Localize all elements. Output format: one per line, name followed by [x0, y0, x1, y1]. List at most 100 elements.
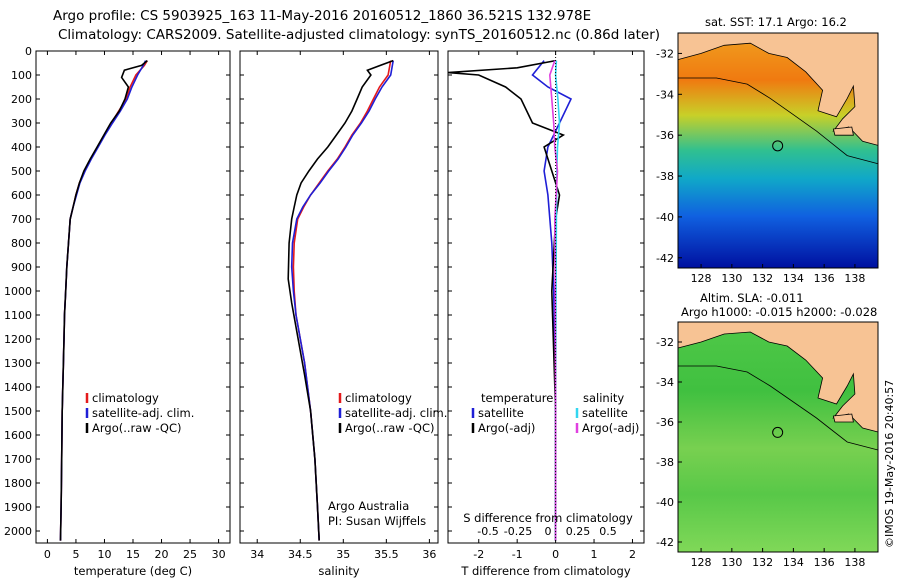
- map-y-tick-label: -38: [656, 170, 674, 183]
- legend-entry: climatology: [345, 391, 412, 405]
- map-x-tick-label: 136: [814, 272, 835, 285]
- s-diff-axis-label: S difference from climatology: [463, 511, 633, 525]
- map-y-tick-label: -42: [656, 536, 674, 549]
- map-y-tick-label: -40: [656, 496, 674, 509]
- land-mass: [677, 32, 879, 146]
- legend-header-salinity: salinity: [583, 391, 624, 405]
- x-tick-label: 35.5: [374, 548, 399, 561]
- legend-header-temperature: temperature: [481, 391, 553, 405]
- y-tick-label: 600: [11, 189, 32, 202]
- y-tick-label: 700: [11, 213, 32, 226]
- series-line-argo-raw-qc-: [59, 59, 148, 541]
- y-tick-label: 1200: [4, 333, 32, 346]
- y-tick-label: 0: [25, 45, 32, 58]
- s-diff-tick-label: 0.25: [566, 525, 591, 538]
- series-line-argo-raw-qc-: [287, 59, 394, 541]
- land-mass: [677, 321, 879, 433]
- sst-map-chart: 128 130 132 134 136 138 -32 -34 -36 -38 -40 -42: [656, 32, 879, 285]
- x-tick-label: -1: [512, 548, 523, 561]
- x-axis-label: salinity: [318, 564, 359, 578]
- difference-chart: -2 -1 0 1 2 T difference from climatology -0.5…: [447, 50, 644, 578]
- argo-position-marker: [772, 140, 784, 152]
- map-y-tick-label: -32: [656, 336, 674, 349]
- x-tick-label: 1: [591, 548, 598, 561]
- x-tick-label: 5: [72, 548, 79, 561]
- y-tick-label: 1600: [4, 429, 32, 442]
- y-tick-label: 100: [11, 69, 32, 82]
- x-tick-label: 34: [250, 548, 264, 561]
- x-tick-label: 30: [212, 548, 226, 561]
- x-tick-label: 34.5: [288, 548, 313, 561]
- map-frame: [677, 321, 879, 553]
- y-tick-label: 1300: [4, 357, 32, 370]
- map-x-tick-label: 138: [844, 272, 865, 285]
- y-tick-label: 1400: [4, 381, 32, 394]
- series-line-satellite-adj-clim-: [59, 60, 147, 541]
- y-tick-label: 1000: [4, 285, 32, 298]
- map-y-tick-label: -40: [656, 211, 674, 224]
- salinity-panel-frame: [239, 50, 439, 544]
- map-x-tick-label: 138: [844, 556, 865, 569]
- map-x-tick-label: 132: [752, 556, 773, 569]
- y-tick-label: 1800: [4, 477, 32, 490]
- map-x-tick-label: 136: [814, 556, 835, 569]
- map-x-tick-label: 132: [752, 272, 773, 285]
- legend-entry: satellite: [582, 406, 628, 420]
- s-diff-tick-label: 0: [545, 525, 552, 538]
- island: [832, 413, 854, 423]
- s-diff-tick-label: -0.5: [477, 525, 498, 538]
- difference-panel-frame: [447, 50, 645, 544]
- map-y-tick-label: -34: [656, 88, 674, 101]
- argo-position-marker: [772, 426, 784, 438]
- y-tick-label: 300: [11, 117, 32, 130]
- map-x-tick-label: 134: [783, 272, 804, 285]
- legend-entry: Argo(-adj): [478, 421, 535, 435]
- figure-title-line1: Argo profile: CS 5903925_163 11-May-2016…: [53, 8, 592, 24]
- s-diff-tick-label: 0.5: [599, 525, 617, 538]
- y-tick-label: 1900: [4, 501, 32, 514]
- y-tick-label: 2000: [4, 525, 32, 538]
- sst-map-title: sat. SST: 17.1 Argo: 16.2: [705, 15, 847, 29]
- y-tick-label: 1500: [4, 405, 32, 418]
- map-x-tick-label: 134: [783, 556, 804, 569]
- x-tick-label: 25: [183, 548, 197, 561]
- series-line-temperature-argo-adj-: [447, 59, 566, 541]
- y-tick-label: 800: [11, 237, 32, 250]
- imos-stamp: ©IMOS 19-May-2016 20:40:57: [883, 380, 896, 548]
- x-tick-label: 10: [97, 548, 111, 561]
- series-line-temperature-satellite: [531, 60, 573, 541]
- island: [832, 126, 854, 136]
- salinity-annotation: Argo Australia: [328, 499, 409, 513]
- legend-entry: satellite-adj. clim.: [92, 406, 194, 420]
- map-x-tick-label: 130: [721, 556, 742, 569]
- shelf-contour: [678, 365, 879, 451]
- x-axis-label: T difference from climatology: [460, 564, 631, 578]
- sla-map-title-line1: Altim. SLA: -0.011: [700, 291, 804, 305]
- legend-entry: climatology: [92, 391, 159, 405]
- x-tick-label: 36: [422, 548, 436, 561]
- series-line-climatology: [59, 60, 148, 541]
- legend-entry: satellite-adj. clim.: [345, 406, 447, 420]
- map-y-tick-label: -38: [656, 456, 674, 469]
- y-tick-label: 1700: [4, 453, 32, 466]
- map-frame: [677, 32, 879, 269]
- map-y-tick-label: -32: [656, 47, 674, 60]
- legend-entry: satellite: [478, 406, 524, 420]
- x-tick-label: 0: [552, 548, 559, 561]
- y-tick-label: 500: [11, 165, 32, 178]
- x-tick-label: 20: [155, 548, 169, 561]
- map-x-tick-label: 128: [691, 556, 712, 569]
- map-x-tick-label: 130: [721, 272, 742, 285]
- y-tick-label: 1100: [4, 309, 32, 322]
- map-y-tick-label: -36: [656, 416, 674, 429]
- series-line-climatology: [292, 60, 392, 541]
- sla-map-title-line2: Argo h1000: -0.015 h2000: -0.028: [681, 305, 877, 319]
- y-tick-label: 900: [11, 261, 32, 274]
- map-y-tick-label: -36: [656, 129, 674, 142]
- series-line-satellite-adj-clim-: [290, 60, 394, 541]
- figure-title-line2: Climatology: CARS2009. Satellite-adjuste…: [58, 27, 661, 43]
- x-tick-label: 35: [336, 548, 350, 561]
- map-y-tick-label: -34: [656, 376, 674, 389]
- x-tick-label: -2: [473, 548, 484, 561]
